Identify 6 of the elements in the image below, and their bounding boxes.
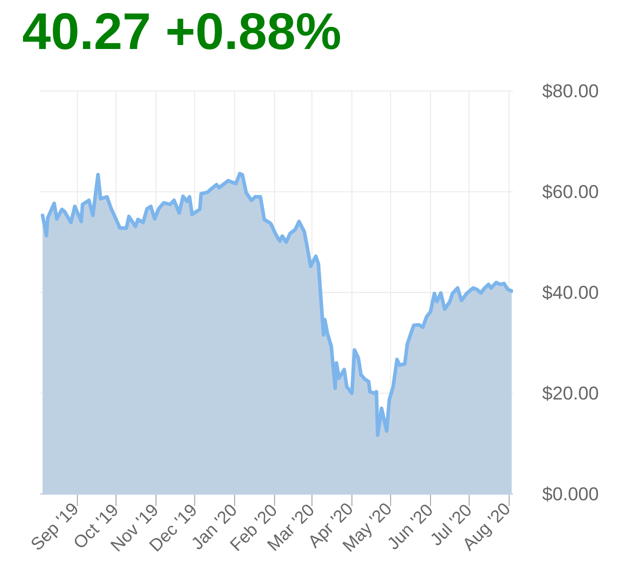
y-tick-label: $20.00 [542, 386, 598, 401]
y-tick-label: $60.00 [542, 184, 598, 200]
y-tick-label: $0.000 [542, 486, 598, 502]
chart-title: 40.27 +0.88% [22, 13, 340, 50]
y-tick-label: $80.00 [542, 84, 598, 98]
y-tick-label: $40.00 [542, 285, 598, 300]
